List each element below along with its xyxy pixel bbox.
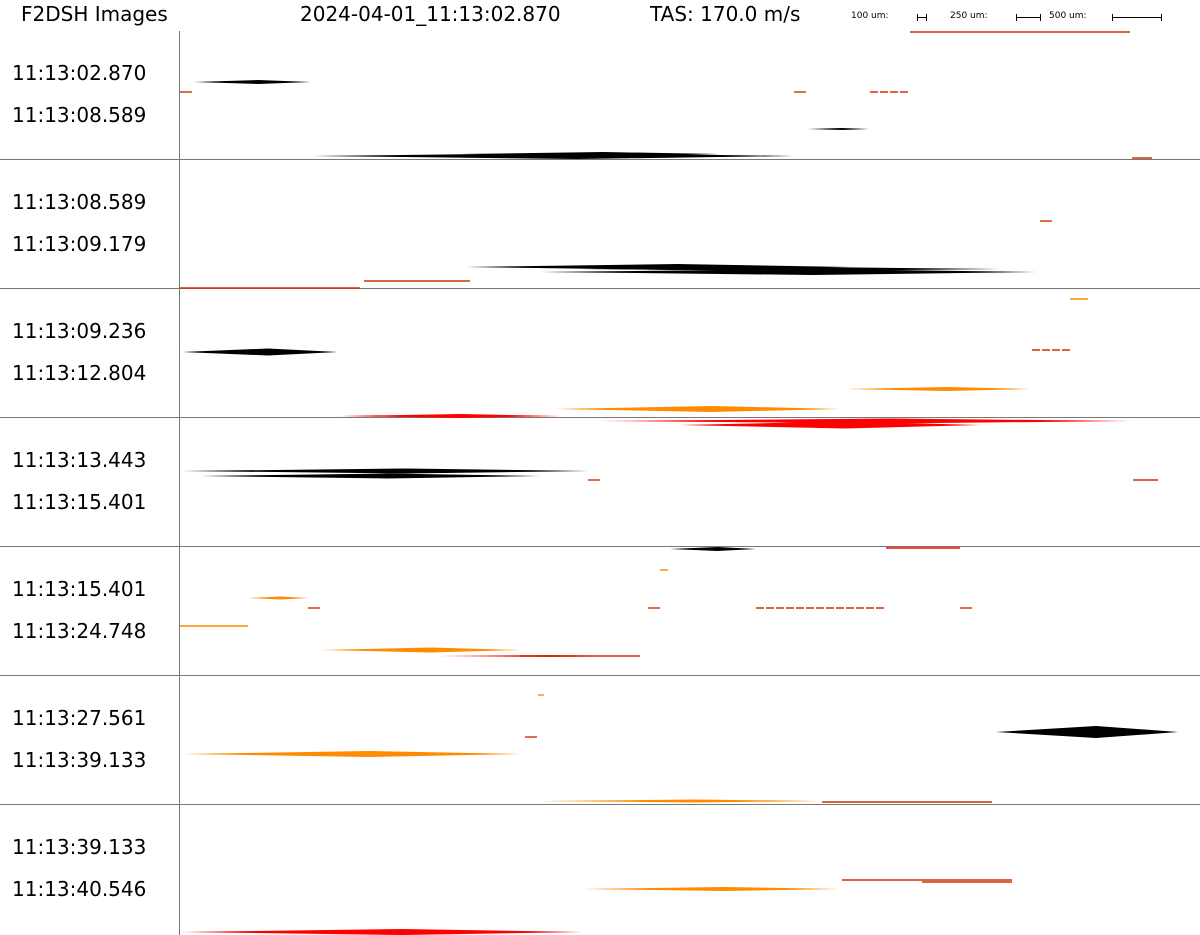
true-airspeed: TAS: 170.0 m/s bbox=[650, 2, 801, 26]
time-column-divider bbox=[179, 31, 180, 935]
particle-images bbox=[180, 31, 1178, 935]
particle-image bbox=[248, 596, 308, 600]
strip-end-time: 11:13:08.589 bbox=[12, 103, 147, 127]
strip-separator bbox=[0, 546, 1200, 547]
scale-bar-100um bbox=[917, 14, 927, 21]
particle-image bbox=[194, 80, 311, 84]
strip-start-time: 11:13:09.236 bbox=[12, 319, 147, 343]
particle-image bbox=[540, 269, 1037, 275]
strip-start-time: 11:13:39.133 bbox=[12, 835, 147, 859]
particle-image bbox=[182, 929, 582, 935]
particle-image bbox=[600, 418, 1130, 424]
image-strip: 11:13:02.870 11:13:08.589 bbox=[0, 31, 1200, 160]
strip-start-time: 11:13:27.561 bbox=[12, 706, 147, 730]
scale-label-250um: 250 um: bbox=[950, 11, 988, 21]
image-timestamp: 2024-04-01_11:13:02.870 bbox=[300, 2, 561, 26]
particle-image bbox=[808, 128, 869, 130]
image-strip: 11:13:27.561 11:13:39.133 bbox=[0, 676, 1200, 805]
image-strip: 11:13:15.401 11:13:24.748 bbox=[0, 547, 1200, 676]
particle-image bbox=[200, 473, 540, 479]
strip-separator bbox=[0, 804, 1200, 805]
particle-image bbox=[670, 547, 756, 551]
particle-image bbox=[460, 152, 720, 156]
probe-title: F2DSH Images bbox=[21, 2, 168, 26]
strip-end-time: 11:13:12.804 bbox=[12, 361, 147, 385]
image-strip: 11:13:08.589 11:13:09.179 bbox=[0, 160, 1200, 289]
strip-end-time: 11:13:15.401 bbox=[12, 490, 147, 514]
particle-image bbox=[340, 414, 560, 418]
image-strips: 11:13:02.870 11:13:08.589 11:13:08.589 1… bbox=[0, 31, 1200, 935]
particle-image bbox=[580, 267, 1000, 271]
particle-image bbox=[846, 387, 1030, 391]
strip-start-time: 11:13:08.589 bbox=[12, 190, 147, 214]
strip-start-time: 11:13:15.401 bbox=[12, 577, 147, 601]
strip-separator bbox=[0, 675, 1200, 676]
particle-image bbox=[182, 468, 588, 474]
particle-image bbox=[322, 647, 520, 653]
strip-end-time: 11:13:39.133 bbox=[12, 748, 147, 772]
image-strip: 11:13:39.133 11:13:40.546 bbox=[0, 805, 1200, 934]
strip-separator bbox=[0, 288, 1200, 289]
header: F2DSH Images 2024-04-01_11:13:02.870 TAS… bbox=[0, 0, 1200, 31]
strip-end-time: 11:13:40.546 bbox=[12, 877, 147, 901]
strip-end-time: 11:13:09.179 bbox=[12, 232, 147, 256]
particle-image bbox=[555, 406, 840, 412]
strip-start-time: 11:13:02.870 bbox=[12, 61, 147, 85]
strip-separator bbox=[0, 417, 1200, 418]
particle-image bbox=[680, 421, 980, 429]
particle-image bbox=[182, 751, 522, 757]
scale-bar-250um bbox=[1016, 14, 1041, 21]
strip-end-time: 11:13:24.748 bbox=[12, 619, 147, 643]
strip-separator bbox=[0, 159, 1200, 160]
particle-image bbox=[996, 726, 1178, 738]
scale-bar-500um bbox=[1112, 14, 1162, 21]
strip-start-time: 11:13:13.443 bbox=[12, 448, 147, 472]
particle-image bbox=[542, 799, 820, 803]
scale-label-500um: 500 um: bbox=[1049, 11, 1087, 21]
particle-image bbox=[582, 887, 840, 891]
scale-label-100um: 100 um: bbox=[851, 11, 889, 21]
image-strip: 11:13:09.236 11:13:12.804 bbox=[0, 289, 1200, 418]
particle-image bbox=[182, 348, 338, 356]
image-strip: 11:13:13.443 11:13:15.401 bbox=[0, 418, 1200, 547]
